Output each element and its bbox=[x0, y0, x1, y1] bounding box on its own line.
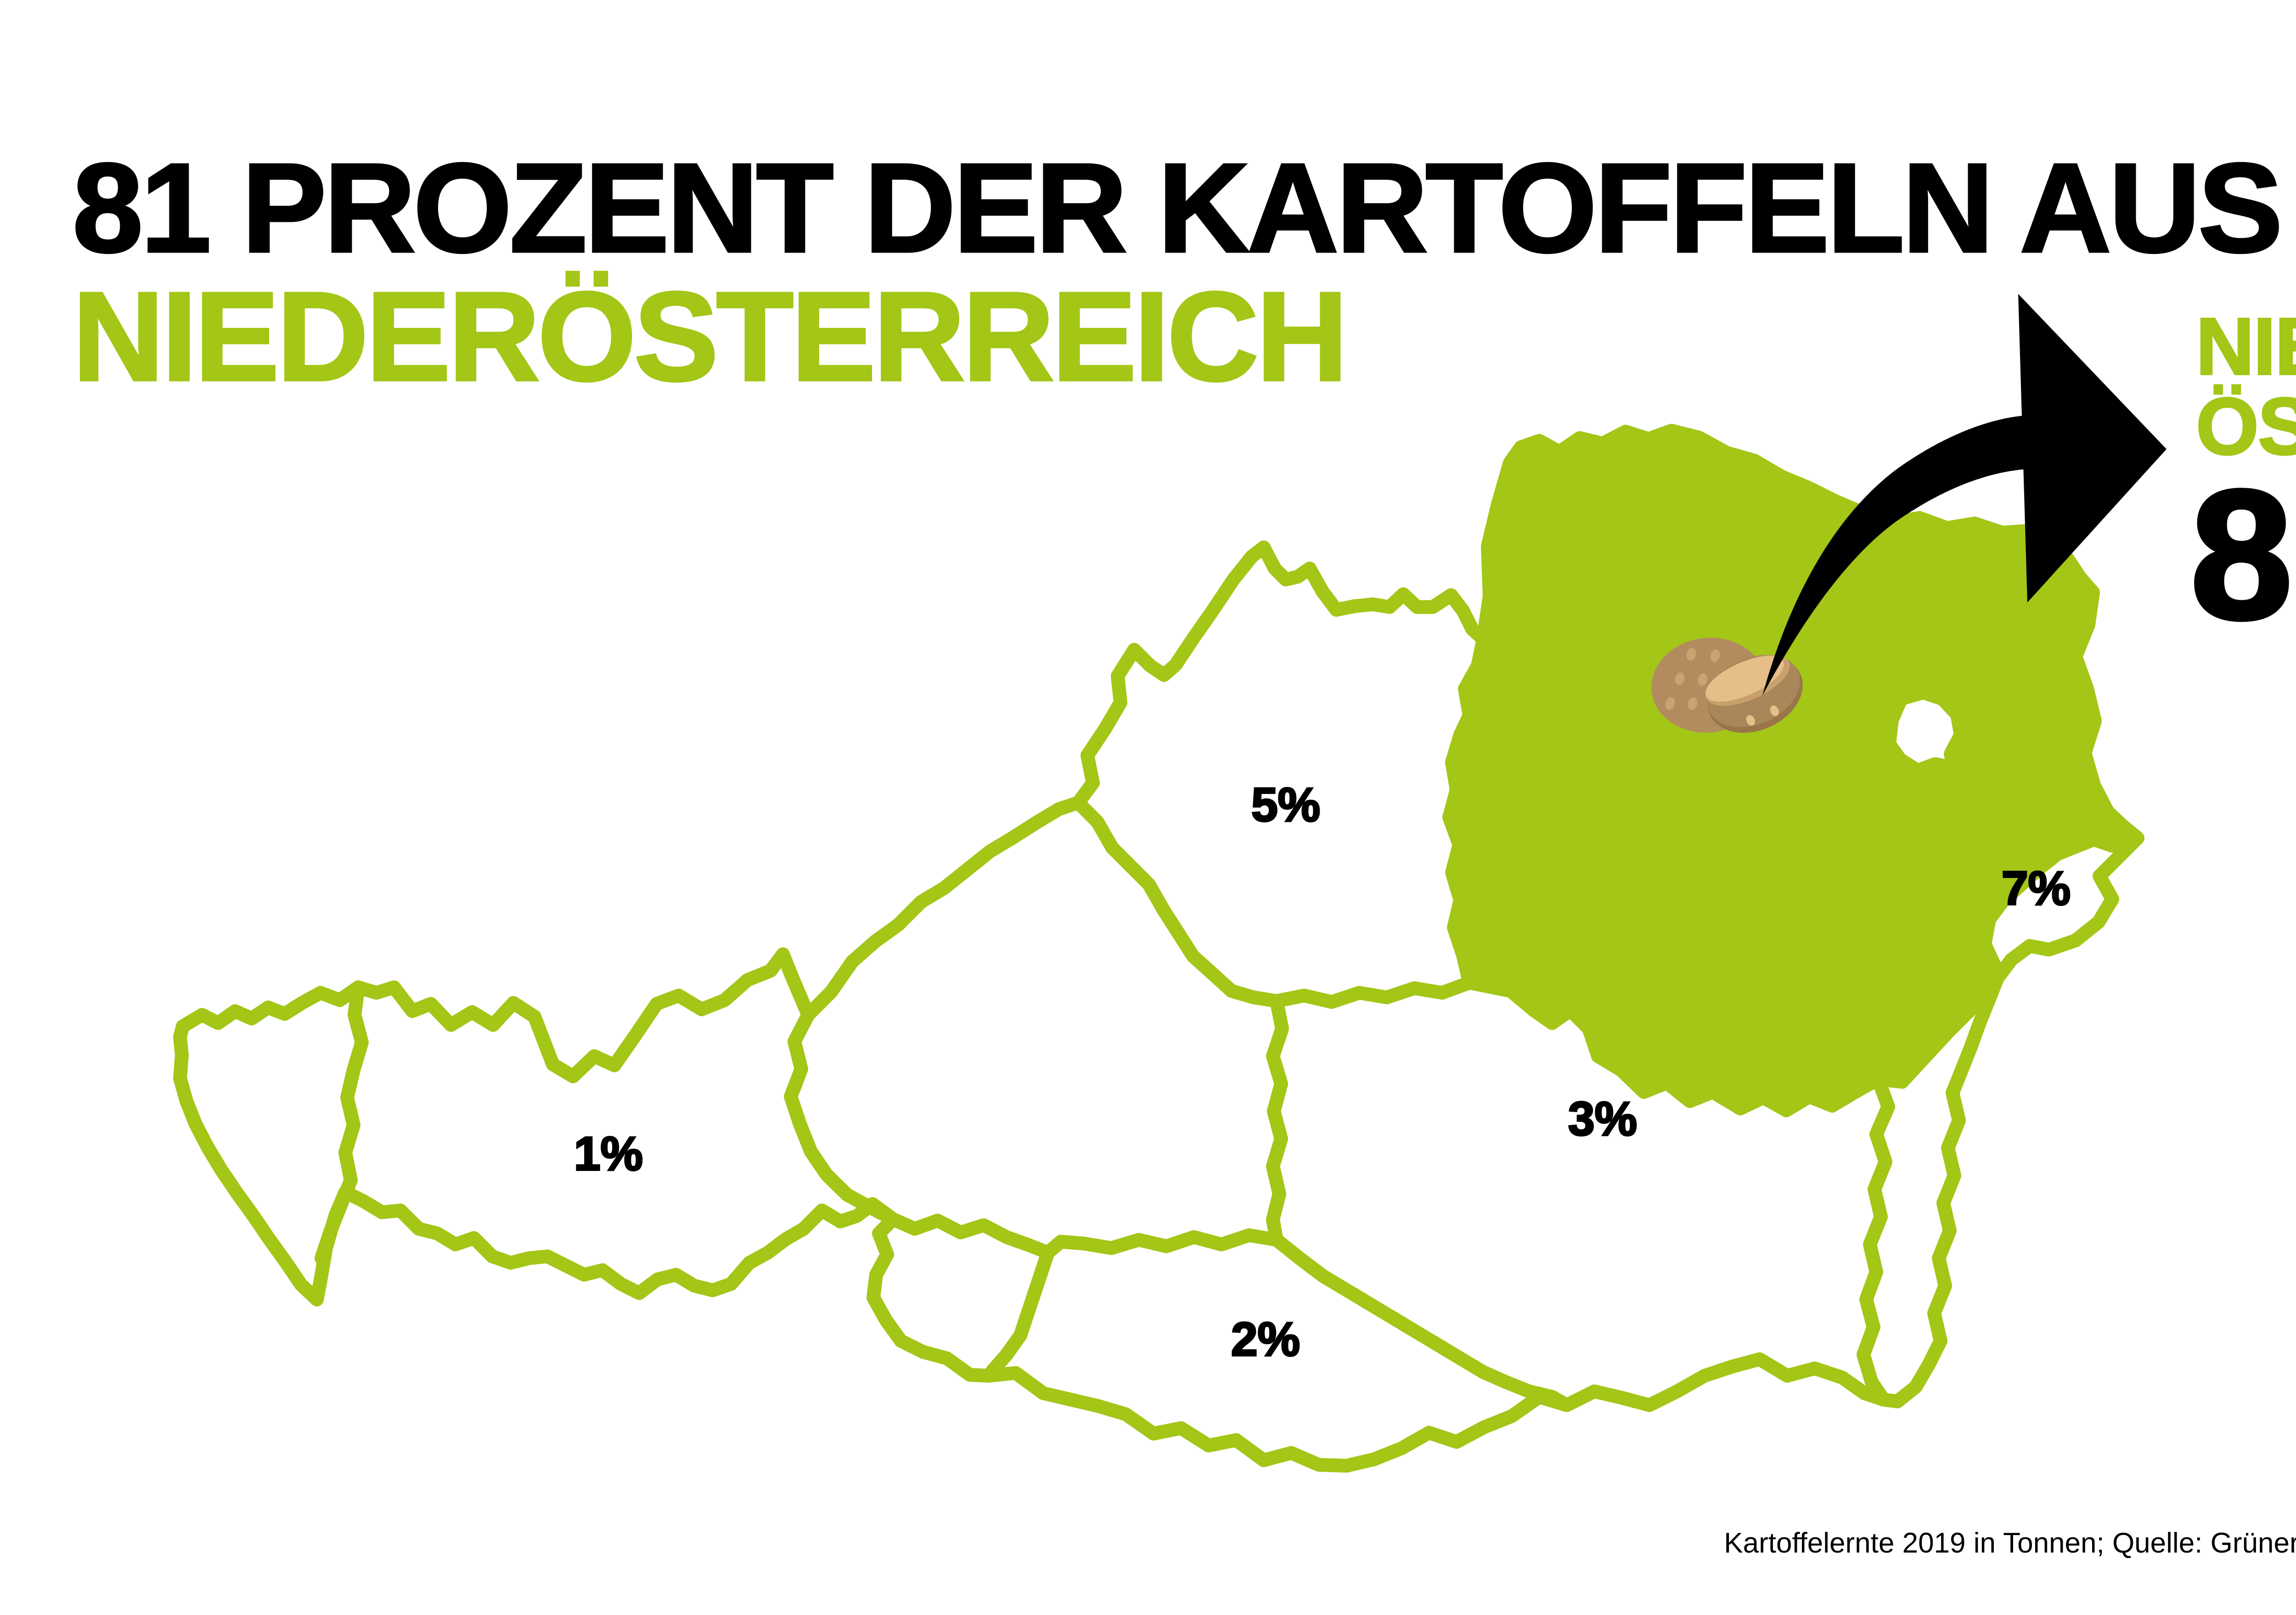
map-label-steiermark: 3% bbox=[1568, 1092, 1637, 1146]
map-label-tirol: 1% bbox=[574, 1127, 643, 1181]
page-title: 81 PROZENT DER KARTOFFELN AUS NIEDERÖSTE… bbox=[71, 137, 2284, 407]
border-vorarlberg-tirol bbox=[315, 980, 369, 1265]
title-line1: 81 PROZENT DER KARTOFFELN AUS bbox=[71, 137, 2284, 279]
border-salzburg-osttirol bbox=[886, 1212, 1055, 1260]
map-label-burgenland: 7% bbox=[2002, 862, 2071, 915]
footer-source: Kartoffelernte 2019 in Tonnen; Quelle: G… bbox=[1724, 1527, 2296, 1559]
region-niederoesterreich bbox=[1442, 424, 2144, 1117]
border-salzburg-oberoesterreich bbox=[1071, 796, 1283, 1008]
callout-value: 81% bbox=[2189, 452, 2296, 657]
footer-credit: Infografik © Land schafft Leben 2020 bbox=[1724, 1487, 2296, 1525]
potato-icon bbox=[1651, 637, 1803, 733]
border-steiermark-burgenland bbox=[1857, 1072, 1895, 1407]
border-oberoesterreich-steiermark bbox=[1270, 976, 1476, 1009]
border-steiermark-kaernten bbox=[1270, 1233, 1574, 1412]
border-salzburg-kaernten bbox=[1041, 1228, 1283, 1260]
border-salzburg-steiermark bbox=[1266, 994, 1289, 1247]
border-tirol-salzburg bbox=[784, 1008, 900, 1226]
arrow-icon bbox=[1762, 294, 2167, 696]
border-osttirol-kaernten bbox=[981, 1246, 1055, 1383]
map-label-kaernten: 2% bbox=[1231, 1313, 1300, 1366]
title-line2: NIEDERÖSTERREICH bbox=[71, 265, 1349, 407]
callout-region-name: NIEDER- ÖSTERREICH bbox=[2195, 305, 2296, 468]
callout-line1: NIEDER- bbox=[2195, 302, 2296, 392]
footer: Infografik © Land schafft Leben 2020 Kar… bbox=[1724, 1487, 2296, 1562]
map-label-oberoesterreich: 5% bbox=[1251, 778, 1320, 832]
callout-line2: ÖSTERREICH bbox=[2195, 382, 2296, 472]
